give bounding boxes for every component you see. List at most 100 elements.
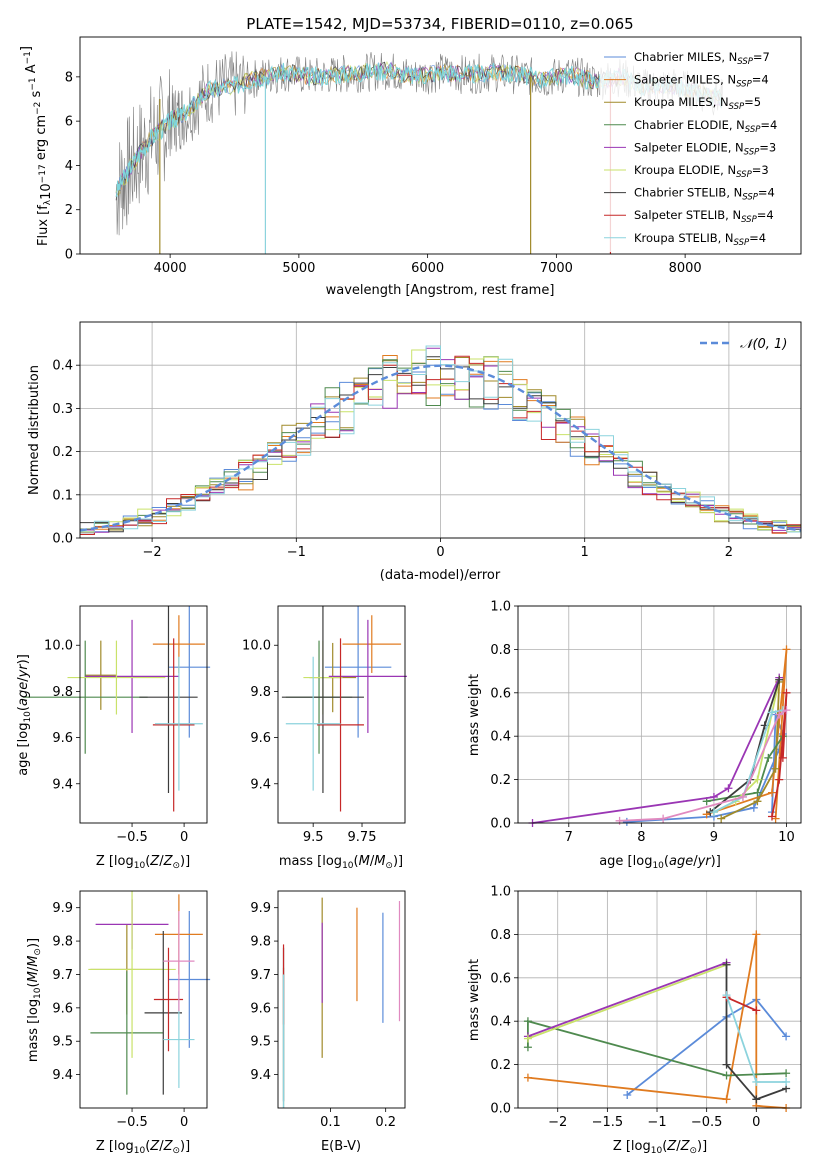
weight-marker <box>749 803 758 812</box>
y-tick-label: 0.3 <box>52 402 73 417</box>
x-axis-label: wavelength [Angstrom, rest frame] <box>326 283 555 298</box>
y-axis-label: mass [log10(M/M⊙)] <box>26 938 43 1062</box>
x-tick-label: 1 <box>581 545 589 560</box>
y-tick-label: 9.7 <box>250 968 271 983</box>
y-axis-label: Flux [fλ10−17 erg cm−2 s−1 A−1] <box>19 46 54 246</box>
weight-marker <box>722 1095 731 1104</box>
weight-marker <box>709 808 718 817</box>
weight-marker <box>752 1006 761 1015</box>
legend-entry-1: Salpeter MILES, NSSP=4 <box>634 73 769 90</box>
weight-marker <box>709 792 718 801</box>
x-tick-label: 0 <box>180 1115 188 1130</box>
y-tick-label: 9.4 <box>52 777 73 792</box>
y-tick-label: 6 <box>65 115 73 130</box>
weight-marker <box>622 817 631 826</box>
y-tick-label: 9.7 <box>52 968 73 983</box>
y-tick-label: 0.6 <box>490 971 511 986</box>
y-axis-label: mass weight <box>467 959 482 1041</box>
weight-marker <box>738 792 747 801</box>
weight-marker <box>764 753 773 762</box>
legend-entry-5: Kroupa ELODIE, NSSP=3 <box>634 163 769 180</box>
legend-entry-2: Kroupa MILES, NSSP=5 <box>634 95 761 112</box>
weight-marker <box>753 797 762 806</box>
weight-marker <box>778 753 787 762</box>
y-tick-label: 0.4 <box>52 359 73 374</box>
x-tick-label: 9.5 <box>303 830 324 845</box>
weight-series-line <box>706 735 784 803</box>
weight-marker <box>752 930 761 939</box>
y-tick-label: 0 <box>65 248 73 263</box>
weight-marker <box>782 1077 791 1086</box>
weight-series-line <box>527 961 727 1038</box>
y-tick-label: 0.0 <box>490 1102 511 1117</box>
x-tick-label: −0.5 <box>691 1115 723 1130</box>
x-axis-label: (data-model)/error <box>380 568 501 583</box>
y-tick-label: 9.6 <box>250 731 271 746</box>
y-tick-label: 9.4 <box>250 777 271 792</box>
x-tick-label: 5000 <box>282 261 315 276</box>
x-tick-label: 4000 <box>154 261 187 276</box>
x-tick-label: 0 <box>752 1115 760 1130</box>
weight-series-line <box>527 963 727 1040</box>
x-axis-label: Z [log10(Z/Z⊙)] <box>96 854 190 871</box>
weight-marker <box>722 960 731 969</box>
weight-marker <box>615 816 624 825</box>
x-tick-label: 9.75 <box>348 830 377 845</box>
x-tick-label: −1.5 <box>592 1115 624 1130</box>
y-tick-label: 9.8 <box>52 935 73 950</box>
weight-marker <box>767 812 776 821</box>
y-tick-label: 1.0 <box>490 885 511 900</box>
x-tick-label: 6000 <box>411 261 444 276</box>
weight-marker <box>752 1095 761 1104</box>
y-tick-label: 4 <box>65 159 73 174</box>
legend-box <box>600 42 800 252</box>
axes-frame <box>79 890 208 1109</box>
axes-frame <box>79 605 208 824</box>
legend-entry-7: Salpeter STELIB, NSSP=4 <box>634 208 774 225</box>
weight-marker <box>782 688 791 697</box>
weight-marker <box>771 764 780 773</box>
weight-series-line <box>532 677 781 824</box>
weight-marker <box>782 706 791 715</box>
y-tick-label: 10.0 <box>242 639 271 654</box>
y-axis-label: Normed distribution <box>27 365 42 495</box>
y-tick-label: 9.4 <box>52 1068 73 1083</box>
legend-entry-3: Chabrier ELODIE, NSSP=4 <box>634 118 777 135</box>
axes-frame <box>277 890 406 1109</box>
x-axis-label: Z [log10(Z/Z⊙)] <box>613 1139 707 1156</box>
axes-frame <box>517 605 802 824</box>
y-tick-label: 2 <box>65 203 73 218</box>
y-axis-label: age [log10(age/yr)] <box>16 654 33 776</box>
weight-marker <box>717 814 726 823</box>
plot-layer: Chabrier MILES, NSSP=7 Salpeter MILES, NS… <box>16 36 802 1156</box>
y-tick-label: 0.1 <box>52 488 73 503</box>
weight-marker <box>722 991 731 1000</box>
y-tick-label: 1.0 <box>490 600 511 615</box>
x-tick-label: 9 <box>710 830 718 845</box>
axes-frame <box>517 890 802 1109</box>
weight-marker <box>724 784 733 793</box>
weight-marker <box>775 710 784 719</box>
y-tick-label: 9.6 <box>52 1001 73 1016</box>
x-axis-label: mass [log10(M/M⊙)] <box>279 854 403 871</box>
histogram-step-line <box>80 345 801 533</box>
weight-marker <box>523 1073 532 1082</box>
x-tick-label: 8 <box>637 830 645 845</box>
weight-series-line <box>771 692 788 817</box>
legend-entry-4: Salpeter ELODIE, NSSP=3 <box>634 140 776 157</box>
y-tick-label: 9.9 <box>52 901 73 916</box>
axes-frame <box>277 605 406 824</box>
y-tick-label: 0.8 <box>490 928 511 943</box>
weight-marker <box>523 1017 532 1026</box>
weight-series-line <box>720 681 781 820</box>
y-tick-label: 9.8 <box>250 935 271 950</box>
weight-marker <box>753 775 762 784</box>
axes-frame <box>79 36 802 255</box>
weight-marker <box>523 1043 532 1052</box>
legend-entry: 𝒩(0, 1) <box>740 337 787 352</box>
x-tick-label: −2 <box>548 1115 567 1130</box>
x-tick-label: 10 <box>778 830 795 845</box>
y-tick-label: 0.2 <box>490 773 511 788</box>
weight-marker <box>767 788 776 797</box>
